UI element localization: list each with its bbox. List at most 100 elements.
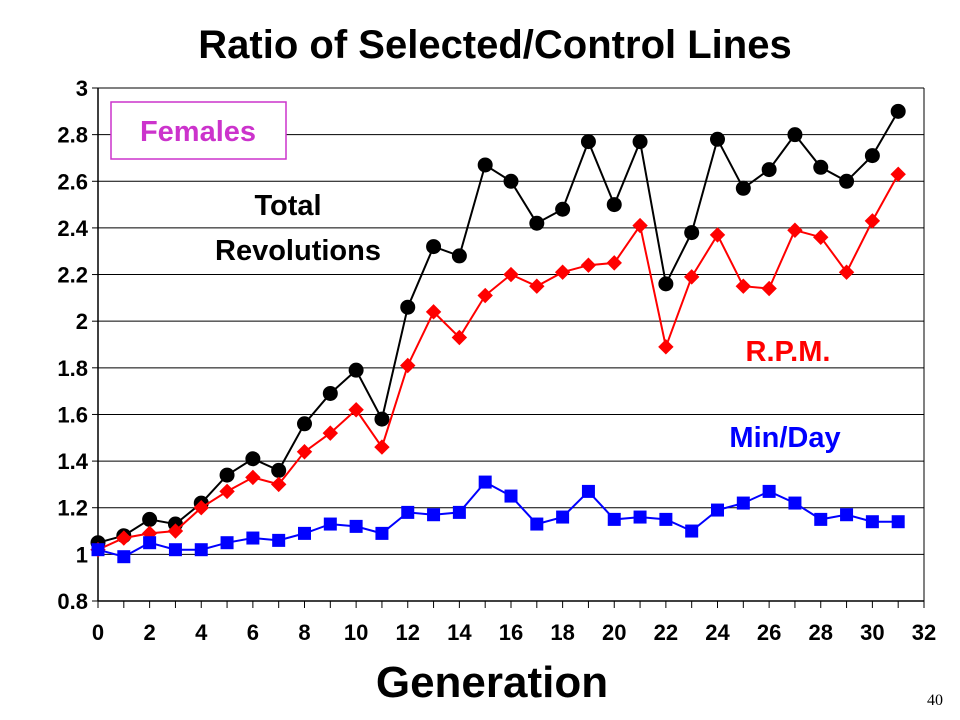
data-point (607, 512, 621, 526)
data-point (348, 402, 364, 418)
data-point (838, 264, 855, 280)
x-tick-label: 24 (705, 620, 730, 645)
total-revolutions-label-line2: Revolutions (215, 235, 381, 267)
data-point (400, 357, 416, 374)
data-point (193, 500, 209, 516)
data-point (374, 439, 390, 455)
y-tick-label: 2.8 (57, 123, 88, 148)
data-point (890, 103, 906, 119)
data-point (865, 515, 879, 529)
x-tick-label: 6 (247, 620, 259, 645)
data-point (427, 508, 441, 522)
x-tick-label: 20 (602, 620, 626, 645)
series-line (97, 110, 900, 544)
data-point (143, 536, 157, 550)
data-point (787, 127, 803, 143)
x-tick-label: 2 (144, 620, 156, 645)
data-point (761, 162, 777, 178)
data-point (298, 526, 311, 540)
data-point (245, 451, 261, 467)
y-tick-label: 2.2 (57, 263, 88, 288)
data-point (840, 508, 854, 522)
data-point (452, 505, 466, 519)
data-point (683, 269, 700, 285)
data-point (814, 512, 828, 526)
x-tick-label: 14 (447, 620, 472, 645)
data-point (710, 131, 725, 147)
data-point (762, 484, 776, 498)
data-point (606, 197, 622, 213)
chart-title: Ratio of Selected/Control Lines (198, 23, 791, 67)
data-point (375, 526, 389, 540)
data-point (426, 239, 442, 255)
data-point (246, 531, 260, 545)
y-tick-label: 2 (76, 309, 88, 334)
series-3 (91, 475, 905, 564)
data-point (890, 166, 906, 182)
data-point (374, 411, 390, 427)
data-point (659, 512, 673, 526)
data-point (219, 483, 235, 500)
x-tick-label: 26 (757, 620, 781, 645)
data-point (580, 134, 596, 150)
data-point (530, 517, 544, 531)
data-point (658, 339, 674, 355)
data-point (477, 157, 493, 173)
data-point (606, 255, 622, 271)
data-point (529, 215, 545, 231)
data-point (271, 462, 287, 478)
data-point (736, 496, 750, 510)
data-point (425, 304, 442, 320)
y-tick-label: 3 (76, 76, 88, 101)
data-point (864, 148, 880, 164)
data-point (554, 264, 571, 280)
data-point (839, 173, 855, 189)
data-point (401, 505, 415, 519)
data-point (219, 467, 235, 483)
data-point (633, 510, 647, 524)
y-tick-label: 1.2 (57, 496, 88, 521)
data-point (761, 280, 777, 297)
data-point (684, 225, 700, 241)
data-point (296, 444, 313, 460)
series-1 (90, 103, 906, 551)
y-tick-label: 1.8 (57, 356, 88, 381)
x-tick-label: 16 (499, 620, 523, 645)
data-point (709, 227, 726, 243)
data-point (167, 523, 184, 539)
females-label: Females (140, 116, 256, 148)
data-point (556, 510, 570, 524)
y-tick-label: 0.8 (57, 589, 88, 614)
data-point (297, 416, 312, 432)
data-point (529, 278, 545, 294)
data-point (91, 543, 105, 557)
data-point (220, 536, 234, 550)
axes (92, 87, 925, 608)
x-tick-label: 30 (860, 620, 884, 645)
data-point (348, 362, 364, 378)
y-tick-label: 1 (76, 542, 88, 567)
x-tick-label: 12 (396, 620, 420, 645)
data-point (117, 550, 131, 564)
x-tick-label: 32 (912, 620, 936, 645)
data-point (477, 287, 493, 304)
data-point (142, 511, 158, 527)
y-tick-label: 1.4 (57, 449, 88, 474)
min-day-label: Min/Day (729, 422, 840, 454)
data-point (735, 278, 752, 294)
data-point (272, 533, 286, 547)
data-point (503, 266, 519, 283)
y-tick-label: 2.4 (57, 216, 88, 241)
x-tick-label: 0 (92, 620, 104, 645)
y-tick-labels: 0.8 1 1.2 1.4 1.6 1.8 2 2.2 2.4 2.6 2.8 3 (57, 76, 88, 614)
data-point (632, 134, 648, 150)
data-point (787, 222, 803, 238)
rpm-label: R.P.M. (746, 336, 831, 368)
data-point (555, 201, 571, 217)
x-axis-label: Generation (376, 658, 608, 707)
data-point (451, 329, 468, 346)
x-tick-label: 8 (298, 620, 310, 645)
data-point (478, 475, 492, 489)
data-point (864, 213, 881, 229)
